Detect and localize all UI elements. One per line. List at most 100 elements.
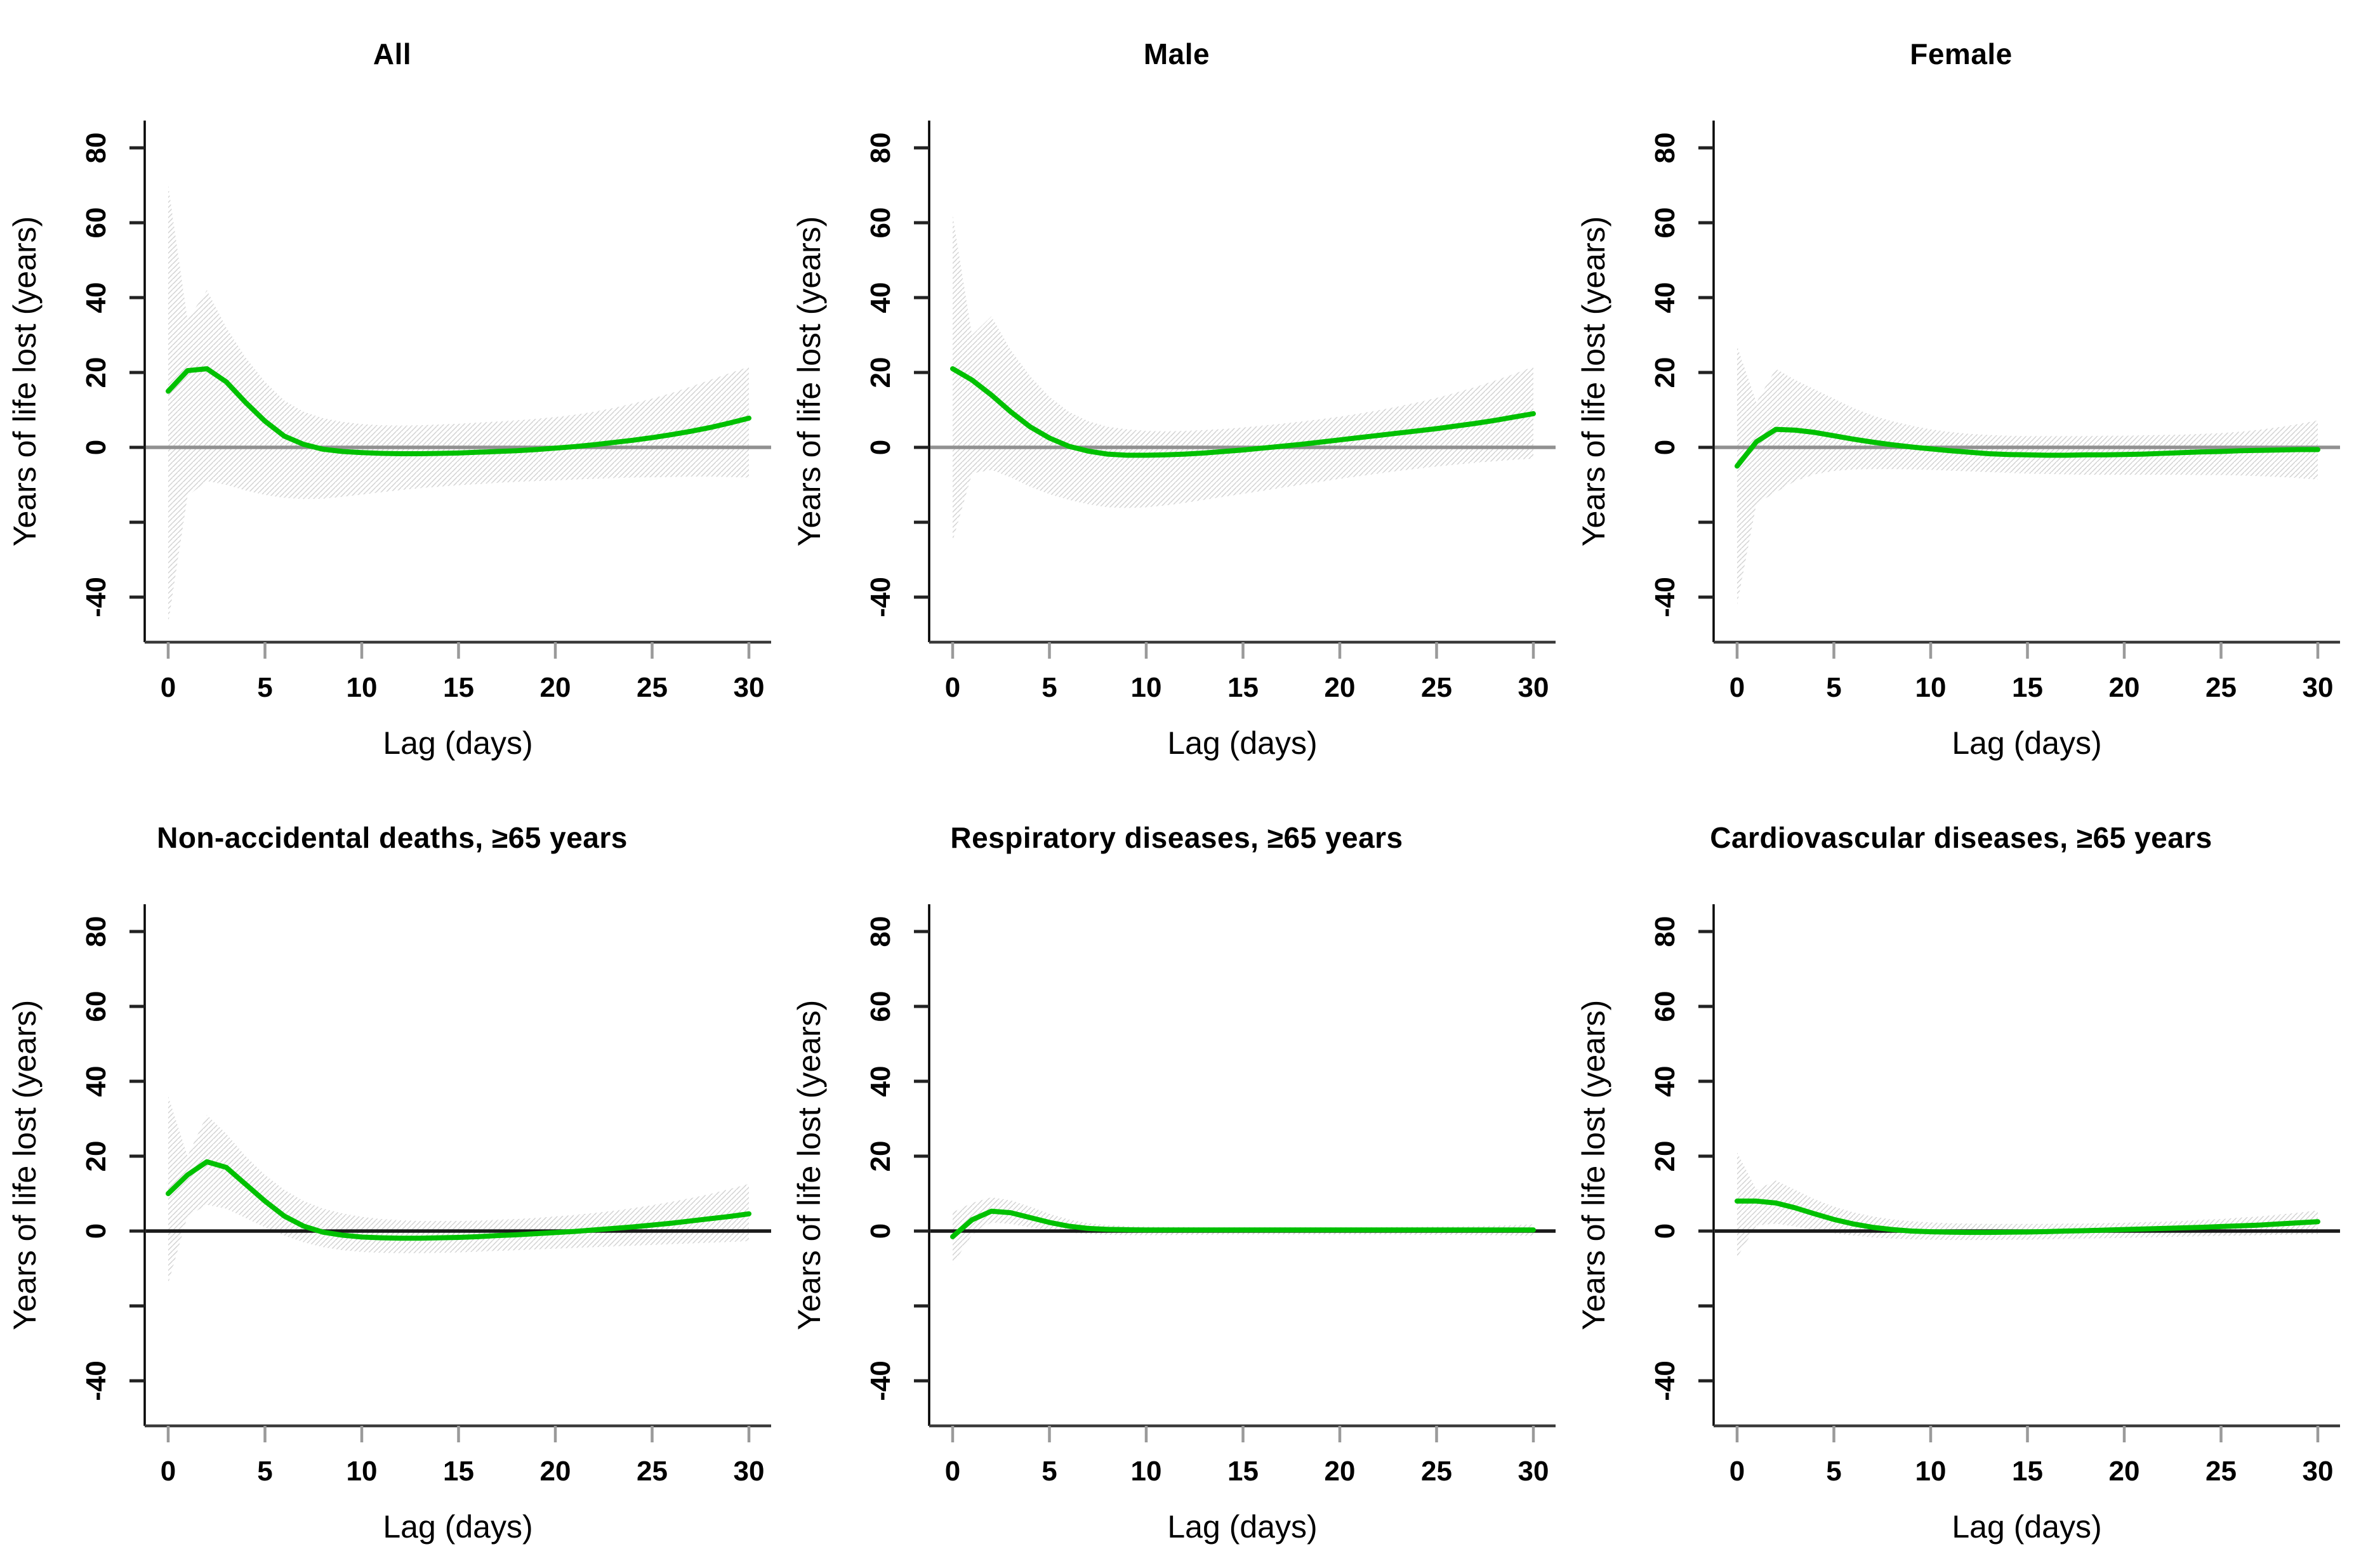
panel-title-nonaccidental: Non-accidental deaths, ≥65 years (157, 821, 628, 854)
estimate-line (950, 1208, 1536, 1239)
y-axis-title: Years of life lost (years) (7, 1000, 43, 1331)
y-tick-label: -40 (81, 577, 112, 617)
y-axis-title: Years of life lost (years) (791, 216, 827, 547)
confidence-band (1737, 346, 2318, 605)
y-tick-label: 40 (865, 282, 896, 313)
x-tick-label: 25 (1421, 1456, 1452, 1487)
x-axis-title: Lag (days) (383, 725, 532, 761)
x-tick-label: 25 (637, 672, 668, 703)
confidence-band (1737, 1152, 2318, 1258)
y-tick-label: 20 (81, 1141, 112, 1172)
y-tick-label: -40 (865, 577, 896, 617)
y-tick-label: 0 (81, 1223, 112, 1239)
x-tick-label: 20 (540, 1456, 571, 1487)
x-tick-label: 25 (1421, 672, 1452, 703)
panel-title-all: All (373, 37, 412, 70)
x-tick-label: 20 (2109, 672, 2140, 703)
estimate-line (950, 366, 1536, 458)
x-tick-label: 0 (161, 1456, 176, 1487)
y-tick-label: 0 (81, 440, 112, 455)
x-tick-label: 15 (1227, 1456, 1259, 1487)
estimate-line (166, 366, 751, 457)
y-tick-label: 60 (865, 991, 896, 1022)
y-tick-label: 0 (1650, 1223, 1681, 1239)
x-tick-label: 5 (1826, 1456, 1841, 1487)
plot-respiratory: 80 60 40 20 0 -40 0 5 10 15 20 25 30 Years of life lo… (791, 904, 1556, 1545)
panel-title-respiratory: Respiratory diseases, ≥65 years (950, 821, 1403, 854)
confidence-band (168, 185, 749, 624)
panel-nonaccidental: Non-accidental deaths, ≥65 years 80 60 40 2… (0, 784, 784, 1567)
x-tick-label: 0 (161, 672, 176, 703)
y-axis-title: Years of life lost (years) (7, 216, 43, 547)
x-tick-label: 30 (1518, 1456, 1549, 1487)
y-tick-label: 60 (865, 208, 896, 239)
panel-male: Male 80 60 40 20 0 -40 0 5 10 15 20 25 30 Years of li… (784, 0, 1569, 784)
x-tick-label: 25 (2205, 1456, 2237, 1487)
x-tick-label: 5 (257, 672, 272, 703)
y-tick-label: -40 (1650, 577, 1681, 617)
panel-title-female: Female (1910, 37, 2013, 70)
panel-all: All 80 60 40 20 0 -40 0 5 10 15 20 25 30 Years of lif… (0, 0, 784, 784)
x-tick-label: 20 (540, 672, 571, 703)
estimate-line (1735, 1198, 2320, 1235)
y-axis-title: Years of life lost (years) (1576, 216, 1611, 547)
x-tick-label: 10 (1131, 672, 1162, 703)
y-tick-label: 80 (81, 916, 112, 947)
y-tick-label: 80 (865, 916, 896, 947)
y-tick-label: 60 (81, 208, 112, 239)
y-tick-label: 80 (1650, 916, 1681, 947)
x-axis-title: Lag (days) (1167, 1509, 1317, 1545)
y-tick-label: 0 (1650, 440, 1681, 455)
x-axis-title: Lag (days) (1952, 1509, 2101, 1545)
panel-title-male: Male (1143, 37, 1210, 70)
panel-respiratory: Respiratory diseases, ≥65 years 80 60 40 20… (784, 784, 1569, 1567)
y-tick-label: -40 (1650, 1360, 1681, 1401)
y-tick-label: 20 (865, 1141, 896, 1172)
plot-cardiovascular: 80 60 40 20 0 -40 0 5 10 15 20 25 30 Years of life lo… (1576, 904, 2340, 1545)
plot-all: 80 60 40 20 0 -40 0 5 10 15 20 25 30 Years of life lo… (7, 121, 771, 761)
y-tick-label: -40 (81, 1360, 112, 1401)
x-tick-label: 20 (2109, 1456, 2140, 1487)
x-tick-label: 0 (945, 672, 960, 703)
y-tick-label: 60 (81, 991, 112, 1022)
x-tick-label: 5 (1826, 672, 1841, 703)
x-tick-label: 15 (2012, 672, 2043, 703)
y-tick-label: 40 (81, 1066, 112, 1097)
y-tick-label: 40 (81, 282, 112, 313)
x-tick-label: 25 (637, 1456, 668, 1487)
x-tick-label: 10 (347, 672, 378, 703)
x-tick-label: 10 (347, 1456, 378, 1487)
plot-nonaccidental: 80 60 40 20 0 -40 0 5 10 15 20 25 30 Years of life lo… (7, 904, 771, 1545)
y-tick-label: 40 (1650, 1066, 1681, 1097)
y-tick-label: 20 (81, 357, 112, 388)
estimate-line (166, 1159, 751, 1241)
y-tick-label: 60 (1650, 208, 1681, 239)
x-tick-label: 5 (257, 1456, 272, 1487)
panel-title-cardiovascular: Cardiovascular diseases, ≥65 years (1710, 821, 2212, 854)
y-tick-label: -40 (865, 1360, 896, 1401)
y-tick-label: 80 (81, 133, 112, 164)
estimate-line (1735, 426, 2320, 469)
x-tick-label: 25 (2205, 672, 2237, 703)
x-tick-label: 30 (1518, 672, 1549, 703)
x-tick-label: 15 (1227, 672, 1259, 703)
x-tick-label: 5 (1041, 672, 1057, 703)
x-tick-label: 20 (1325, 672, 1356, 703)
y-tick-label: 80 (865, 133, 896, 164)
x-tick-label: 0 (1729, 1456, 1745, 1487)
y-tick-label: 20 (865, 357, 896, 388)
x-tick-label: 15 (2012, 1456, 2043, 1487)
y-tick-label: 20 (1650, 1141, 1681, 1172)
x-tick-label: 30 (2303, 1456, 2334, 1487)
confidence-band (168, 1096, 749, 1284)
confidence-band (953, 215, 1533, 541)
x-tick-label: 5 (1041, 1456, 1057, 1487)
x-tick-label: 10 (1915, 672, 1947, 703)
x-tick-label: 30 (2303, 672, 2334, 703)
plot-female: 80 60 40 20 0 -40 0 5 10 15 20 25 30 Years of life lo… (1576, 121, 2340, 761)
y-tick-label: 40 (1650, 282, 1681, 313)
panel-cardiovascular: Cardiovascular diseases, ≥65 years 80 60 4… (1569, 784, 2353, 1567)
x-tick-label: 30 (734, 672, 765, 703)
x-axis-title: Lag (days) (1952, 725, 2101, 761)
